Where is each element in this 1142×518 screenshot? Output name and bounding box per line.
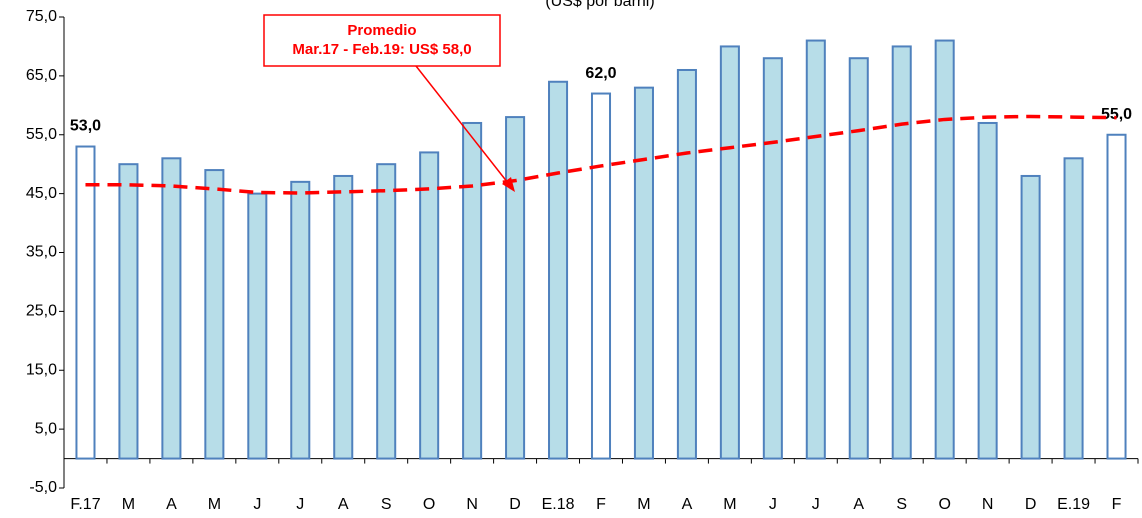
x-tick-label: M: [208, 496, 221, 513]
x-tick-label: F: [596, 496, 606, 513]
y-tick-label: -5,0: [29, 479, 57, 496]
x-tick-label: J: [253, 496, 261, 513]
y-tick-label: 55,0: [26, 126, 57, 143]
bar: [161, 157, 182, 460]
annotation-arrowhead: [502, 177, 515, 192]
x-tick-label: A: [166, 496, 177, 513]
x-tick-label: A: [682, 496, 693, 513]
bar: [204, 169, 225, 460]
value-label: 55,0: [1101, 106, 1132, 123]
bar: [676, 68, 697, 460]
x-tick-label: D: [1025, 496, 1037, 513]
x-tick-label: D: [509, 496, 521, 513]
bar: [376, 163, 397, 460]
bar: [462, 121, 483, 460]
x-tick-label: S: [896, 496, 907, 513]
x-tick-label: O: [938, 496, 950, 513]
y-tick-label: 5,0: [35, 420, 57, 437]
bar: [977, 121, 998, 460]
chart-subtitle: (US$ por barril): [545, 0, 654, 10]
y-tick-label: 65,0: [26, 67, 57, 84]
bar: [118, 163, 139, 460]
bar: [505, 116, 526, 460]
x-tick-label: A: [338, 496, 349, 513]
annotation-text: Promedio: [347, 22, 416, 39]
bar: [891, 45, 912, 460]
bar: [419, 151, 440, 460]
y-tick-label: 45,0: [26, 185, 57, 202]
x-tick-label: A: [853, 496, 864, 513]
value-label: 62,0: [585, 65, 616, 82]
y-tick-label: 75,0: [26, 8, 57, 25]
bar: [290, 180, 311, 460]
x-tick-label: S: [381, 496, 392, 513]
y-tick-label: 15,0: [26, 361, 57, 378]
x-tick-label: M: [723, 496, 736, 513]
bar: [1106, 133, 1127, 460]
x-tick-label: J: [812, 496, 820, 513]
x-tick-label: E.19: [1057, 496, 1090, 513]
bar: [633, 86, 654, 460]
annotation-arrow: [415, 65, 509, 184]
annotation-box: [263, 14, 501, 67]
bar: [590, 92, 612, 460]
bar: [75, 145, 96, 460]
bar: [548, 80, 569, 460]
x-tick-label: F.17: [70, 496, 100, 513]
x-tick-label: J: [296, 496, 304, 513]
bar: [1020, 174, 1041, 460]
y-tick-label: 25,0: [26, 303, 57, 320]
bar: [805, 39, 826, 460]
x-tick-label: M: [637, 496, 650, 513]
bar: [1063, 157, 1084, 460]
bar: [762, 57, 783, 460]
x-tick-label: E.18: [542, 496, 575, 513]
bar: [934, 39, 955, 460]
x-tick-label: O: [423, 496, 435, 513]
annotation-text: Mar.17 - Feb.19: US$ 58,0: [292, 41, 471, 58]
bar: [848, 57, 869, 460]
bar: [333, 174, 354, 460]
x-tick-label: N: [982, 496, 994, 513]
bar: [719, 45, 740, 460]
y-tick-label: 35,0: [26, 244, 57, 261]
x-tick-label: J: [769, 496, 777, 513]
x-tick-label: F: [1112, 496, 1122, 513]
bar: [247, 192, 268, 460]
x-tick-label: N: [466, 496, 478, 513]
x-tick-label: M: [122, 496, 135, 513]
value-label: 53,0: [70, 118, 101, 135]
trend-line: [85, 114, 1117, 195]
